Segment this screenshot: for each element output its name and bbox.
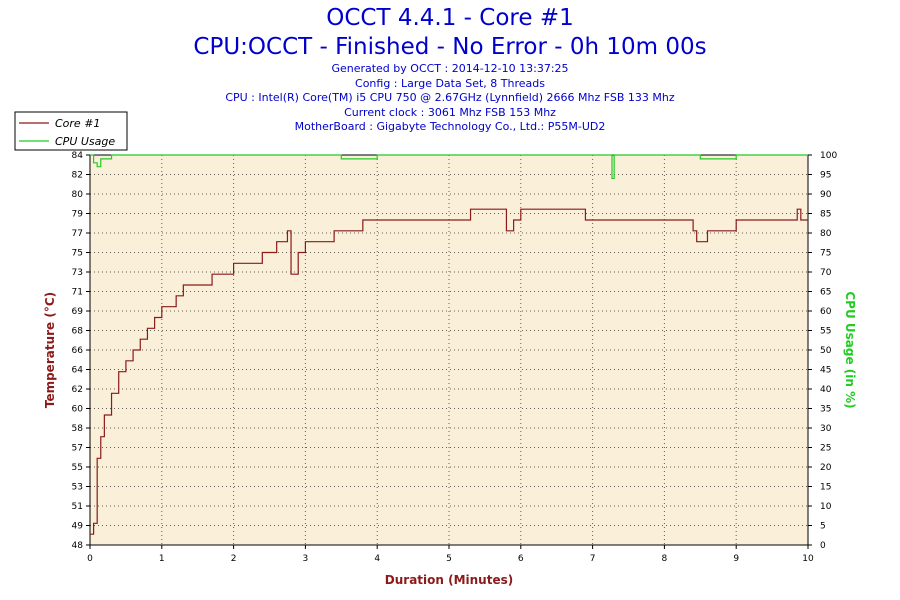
- y2-tick-label: 70: [820, 268, 832, 278]
- y-tick-label: 79: [72, 210, 84, 220]
- y-tick-label: 51: [72, 502, 83, 512]
- x-tick-label: 5: [446, 554, 452, 564]
- y2-tick-label: 50: [820, 346, 832, 356]
- y2-tick-label: 60: [820, 307, 832, 317]
- y-tick-label: 82: [72, 171, 83, 181]
- y2-tick-label: 80: [820, 229, 832, 239]
- y-tick-label: 69: [72, 307, 84, 317]
- y2-tick-label: 35: [820, 405, 831, 415]
- y-tick-label: 53: [72, 483, 83, 493]
- chart-title: OCCT 4.4.1 - Core #1: [326, 5, 574, 31]
- x-tick-label: 2: [231, 554, 237, 564]
- y2-tick-label: 0: [820, 541, 826, 551]
- y2-tick-label: 5: [820, 522, 826, 532]
- y2-tick-label: 65: [820, 288, 831, 298]
- y-tick-label: 68: [72, 327, 84, 337]
- y-tick-label: 49: [72, 522, 84, 532]
- x-tick-label: 4: [374, 554, 380, 564]
- y-tick-label: 60: [72, 405, 84, 415]
- y2-tick-label: 75: [820, 249, 831, 259]
- y2-tick-label: 40: [820, 385, 832, 395]
- legend-label-cpu-usage: CPU Usage: [55, 135, 115, 148]
- y-tick-label: 77: [72, 229, 83, 239]
- y2-tick-label: 100: [820, 151, 837, 161]
- y-tick-label: 71: [72, 288, 83, 298]
- plot-background: [90, 155, 808, 545]
- y2-tick-label: 25: [820, 444, 831, 454]
- y2-tick-label: 10: [820, 502, 832, 512]
- x-axis-title: Duration (Minutes): [385, 573, 513, 587]
- x-tick-label: 10: [802, 554, 814, 564]
- y2-axis-title: CPU Usage (in %): [843, 291, 857, 408]
- info-generated: Generated by OCCT : 2014-12-10 13:37:25: [331, 62, 569, 75]
- y2-tick-label: 85: [820, 210, 831, 220]
- y2-tick-label: 15: [820, 483, 831, 493]
- y-tick-label: 58: [72, 424, 84, 434]
- series-line-core-1: [90, 208, 808, 535]
- info-cpu: CPU : Intel(R) Core(TM) i5 CPU 750 @ 2.6…: [225, 91, 675, 104]
- chart-title-block: OCCT 4.4.1 - Core #1 CPU:OCCT - Finished…: [0, 4, 900, 135]
- x-tick-label: 9: [733, 554, 739, 564]
- y2-tick-label: 20: [820, 463, 832, 473]
- y2-tick-label: 95: [820, 171, 831, 181]
- y-tick-label: 73: [72, 268, 83, 278]
- x-tick-label: 0: [87, 554, 93, 564]
- y2-tick-label: 90: [820, 190, 832, 200]
- y-tick-label: 75: [72, 249, 83, 259]
- y2-tick-label: 45: [820, 366, 831, 376]
- x-tick-label: 6: [518, 554, 524, 564]
- x-tick-label: 1: [159, 554, 165, 564]
- y-tick-label: 64: [72, 366, 84, 376]
- y-tick-label: 57: [72, 444, 83, 454]
- info-config: Config : Large Data Set, 8 Threads: [355, 76, 545, 90]
- y-tick-label: 66: [72, 346, 84, 356]
- legend-label-core-1: Core #1: [55, 117, 100, 130]
- info-motherboard: MotherBoard : Gigabyte Technology Co., L…: [294, 120, 606, 133]
- legend-box: [14, 111, 128, 151]
- y-tick-label: 55: [72, 463, 83, 473]
- x-tick-label: 3: [303, 554, 309, 564]
- info-clock: Current clock : 3061 Mhz FSB 153 Mhz: [344, 105, 556, 119]
- y-axis-title: Temperature (°C): [43, 292, 57, 408]
- y-tick-label: 48: [72, 541, 84, 551]
- y-tick-label: 62: [72, 385, 83, 395]
- chart-subtitle: CPU:OCCT - Finished - No Error - 0h 10m …: [193, 34, 707, 60]
- y-tick-label: 80: [72, 190, 84, 200]
- x-tick-label: 8: [662, 554, 668, 564]
- series-line-cpu-usage: [90, 154, 808, 179]
- x-tick-label: 7: [590, 554, 596, 564]
- y-tick-label: 84: [72, 151, 84, 161]
- y2-tick-label: 30: [820, 424, 832, 434]
- y2-tick-label: 55: [820, 327, 831, 337]
